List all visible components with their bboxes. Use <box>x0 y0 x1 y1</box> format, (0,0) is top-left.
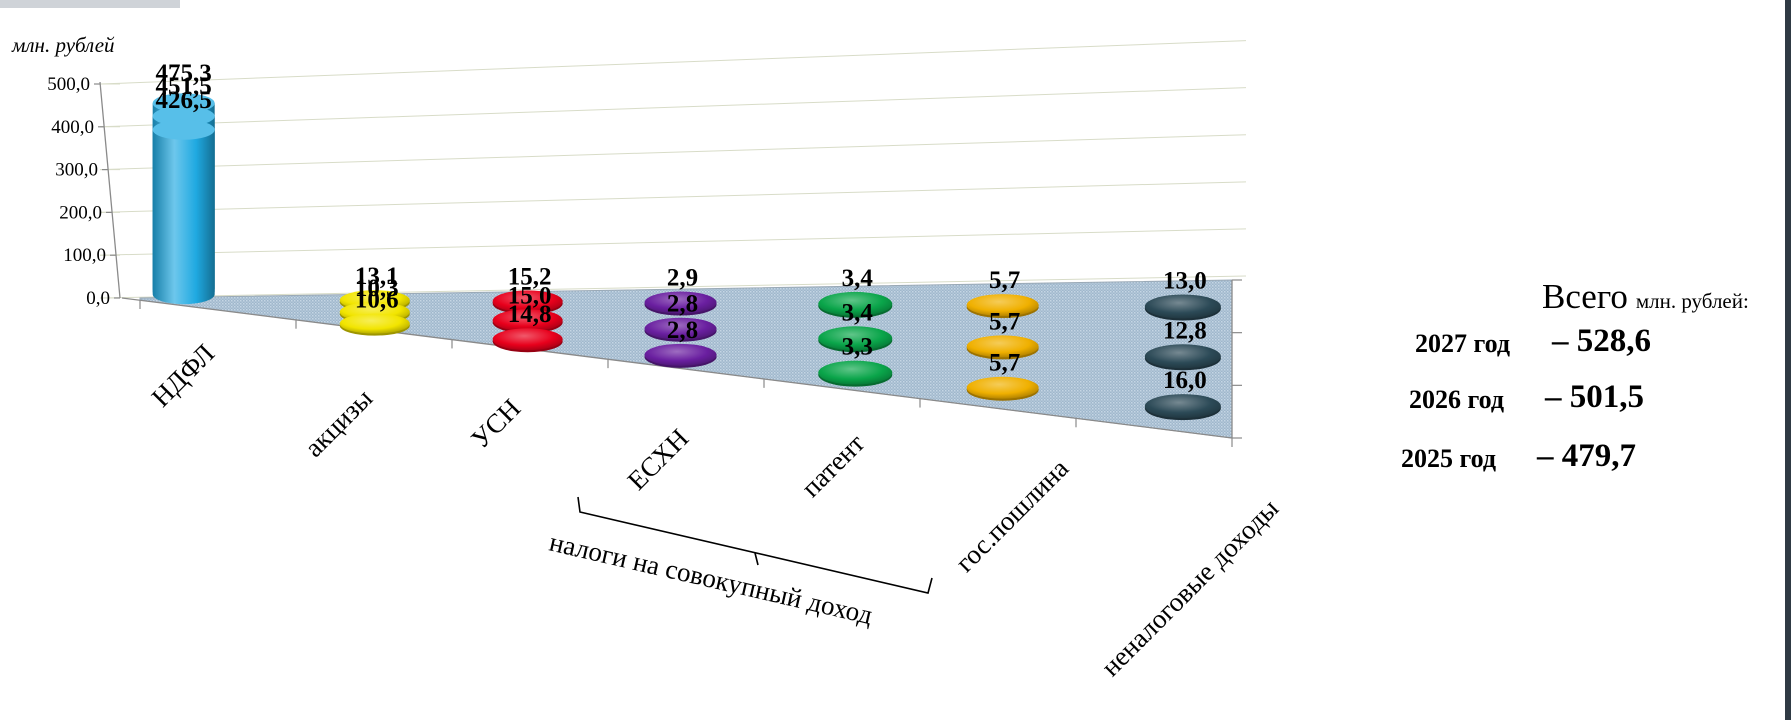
decorative-right-bar <box>1785 0 1791 720</box>
value-label-2-1: 13,1 <box>355 263 399 290</box>
value-label-1-3: 2,8 <box>667 291 698 318</box>
y-tick-label-0: 0,0 <box>86 288 110 309</box>
disc-0-3 <box>644 343 717 366</box>
value-label-0-3: 2,8 <box>667 317 698 344</box>
legend-total-1: – 501,5 <box>1544 379 1644 415</box>
disc-0-5 <box>966 376 1039 399</box>
category-label-0: НДФЛ <box>146 338 221 413</box>
group-bracket-tip <box>754 552 759 566</box>
x-axis-line <box>121 297 1233 439</box>
y-tick-label-5: 500,0 <box>47 74 90 95</box>
y-axis-line <box>99 81 121 299</box>
disc-2-3 <box>644 291 717 314</box>
value-label-2-5: 5,7 <box>989 267 1020 294</box>
bar-0-0 <box>152 119 215 305</box>
value-label-0-6: 16,0 <box>1163 367 1207 394</box>
value-label-2-6: 13,0 <box>1163 267 1207 294</box>
category-label-2: УСН <box>465 393 526 454</box>
value-label-0-4: 3,3 <box>842 334 873 361</box>
legend-total-0: – 528,6 <box>1551 323 1651 359</box>
legend-year-2: 2025 год <box>1401 444 1496 473</box>
totals-title-unit: млн. рублей: <box>1636 289 1749 313</box>
disc-2-5 <box>966 294 1039 317</box>
y-tick-label-4: 400,0 <box>51 117 94 138</box>
disc-0-2 <box>492 328 563 351</box>
gridline-3 <box>99 134 1247 171</box>
value-label-2-3: 2,9 <box>667 265 698 292</box>
value-label-1-4: 3,4 <box>842 299 874 326</box>
value-label-1-5: 5,7 <box>989 308 1020 335</box>
group-bracket <box>577 496 933 594</box>
decorative-top-bar <box>0 0 180 8</box>
disc-1-2 <box>492 309 563 332</box>
bar-body-0-0 <box>152 129 215 305</box>
gridline-4 <box>99 87 1247 128</box>
gridline-0 <box>99 275 1247 299</box>
category-label-3: ЕСХН <box>622 423 695 496</box>
category-label-1: акцизы <box>298 383 378 463</box>
value-label-1-6: 12,8 <box>1163 317 1207 344</box>
totals-title-main: Всего <box>1542 277 1628 316</box>
y-tick-label-3: 300,0 <box>55 160 98 181</box>
bar-top-0-0 <box>152 119 215 140</box>
disc-1-3 <box>644 317 717 340</box>
disc-1-5 <box>966 335 1039 358</box>
value-label-1-2: 15,0 <box>508 282 552 309</box>
value-label-2-0: 475,3 <box>156 60 212 87</box>
gridline-2 <box>99 181 1247 213</box>
legend-year-0: 2027 год <box>1415 329 1510 358</box>
gridline-5 <box>99 40 1247 85</box>
category-label-5: гос.пошлина <box>950 453 1075 578</box>
value-label-0-0: 426,5 <box>156 87 212 114</box>
disc-1-4 <box>818 326 893 351</box>
legend-year-1: 2026 год <box>1409 385 1504 414</box>
disc-0-6 <box>1144 394 1221 419</box>
value-label-0-1: 10,6 <box>355 287 399 314</box>
unit-label: млн. рублей <box>11 33 115 57</box>
y-tick-label-2: 200,0 <box>59 202 102 223</box>
value-label-0-5: 5,7 <box>989 350 1020 377</box>
disc-1-6 <box>1144 344 1221 369</box>
totals-title: Всего млн. рублей: <box>1542 277 1749 316</box>
category-label-6: неналоговые доходы <box>1095 493 1284 682</box>
y-tick-label-1: 100,0 <box>63 245 106 266</box>
value-label-2-4: 3,4 <box>842 265 874 292</box>
value-label-1-1: 10,3 <box>355 275 399 302</box>
value-label-2-2: 15,2 <box>508 263 552 290</box>
disc-2-6 <box>1144 294 1221 319</box>
category-label-4: патент <box>795 428 870 503</box>
disc-2-4 <box>818 291 893 316</box>
value-label-1-0: 451,5 <box>156 73 212 100</box>
legend-total-2: – 479,7 <box>1536 438 1636 474</box>
disc-0-4 <box>818 360 893 385</box>
disc-2-2 <box>492 290 563 313</box>
value-label-0-2: 14,8 <box>508 301 552 328</box>
gridline-1 <box>99 228 1247 256</box>
disc-0-1 <box>339 313 410 334</box>
